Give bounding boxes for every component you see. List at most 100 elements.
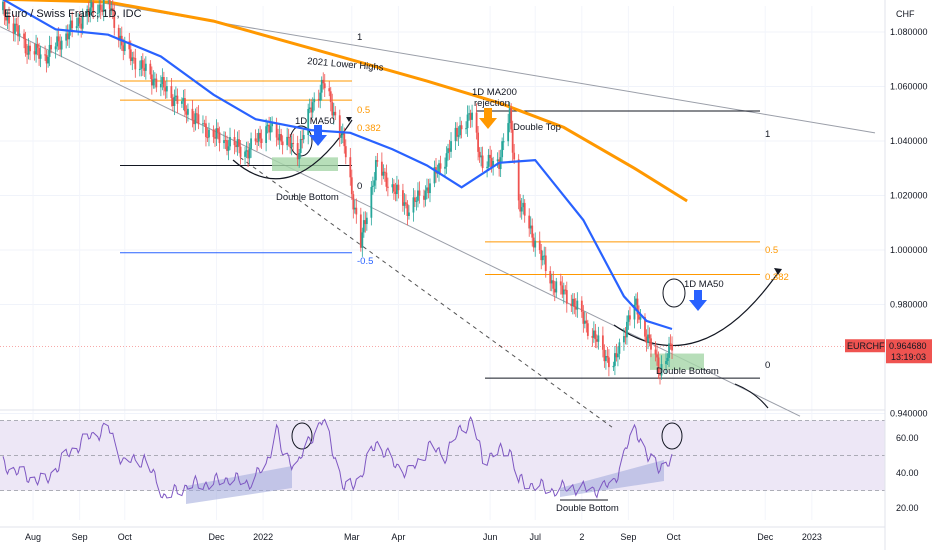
label-ma50-left: 1D MA50	[295, 116, 335, 127]
candle-body	[128, 41, 131, 50]
candle-body	[286, 136, 289, 146]
candles-layer	[2, 0, 673, 385]
candle-body	[224, 140, 227, 142]
bar-countdown-label: 13:19:03	[891, 352, 926, 362]
candle-body	[486, 166, 489, 169]
candle-body	[68, 30, 71, 40]
time-axis-label: Dec	[757, 532, 774, 542]
candle-body	[215, 128, 218, 139]
label-ma200-rejection-2: rejection	[474, 98, 510, 109]
ma200-line	[2, 0, 688, 203]
candle-body	[623, 336, 625, 343]
candle-body	[39, 54, 42, 59]
candle-body	[403, 202, 406, 206]
candle-body	[244, 151, 246, 157]
candle-body	[235, 145, 237, 148]
candle-body	[65, 33, 68, 41]
candle-body	[594, 330, 597, 340]
time-axis-label: 2022	[253, 532, 273, 542]
fib-left-0-label: 0	[357, 181, 362, 192]
candle-body	[412, 197, 415, 213]
candle-body	[392, 184, 395, 192]
candle-body	[191, 108, 194, 120]
candle-body	[317, 98, 320, 101]
candle-body	[380, 161, 383, 176]
candle-body	[502, 141, 505, 143]
candle-body	[424, 190, 427, 200]
candle-body	[289, 137, 292, 148]
orange-arrow-ma200	[479, 108, 497, 129]
candle-body	[223, 140, 225, 144]
candle-body	[355, 207, 358, 215]
candle-body	[334, 111, 337, 116]
candle-body	[570, 303, 573, 307]
candle-body	[153, 78, 156, 80]
chart-title: Euro / Swiss Franc, 1D, IDC	[4, 8, 142, 20]
candle-body	[81, 16, 84, 29]
candle-body	[239, 146, 242, 157]
candle-body	[607, 357, 610, 368]
candle-body	[8, 15, 10, 24]
candle-body	[214, 137, 216, 139]
ma200-layer	[2, 0, 688, 203]
rsi-axis-tick-label: 40.00	[896, 468, 919, 478]
label-lower-highs: 2021 Lower Highs	[307, 56, 384, 74]
rsi-peak-circle-right	[661, 422, 683, 450]
candle-body	[586, 323, 589, 336]
candle-body	[299, 138, 302, 154]
candle-body	[159, 83, 162, 88]
candle-body	[271, 122, 274, 127]
time-axis-label: Sep	[72, 532, 88, 542]
candle-body	[665, 360, 667, 365]
candle-body	[448, 148, 451, 152]
candle-body	[471, 112, 473, 120]
rsi-divergence-band-left	[186, 466, 292, 504]
candle-body	[591, 335, 594, 338]
candle-body	[196, 113, 198, 115]
price-axis-unit: CHF	[896, 9, 915, 19]
price-axis-tick-label: 0.940000	[890, 409, 928, 419]
fib-left-1-label: 1	[357, 32, 362, 43]
candle-body	[233, 137, 236, 146]
candle-body	[445, 153, 448, 167]
candle-body	[496, 159, 499, 162]
fib-right-1-label: 1	[765, 129, 770, 140]
candle-body	[543, 255, 546, 257]
candle-body	[636, 298, 639, 315]
candle-body	[343, 132, 346, 147]
candle-body	[456, 127, 458, 137]
candle-body	[385, 172, 388, 187]
candle-body	[475, 112, 478, 133]
candle-body	[212, 129, 215, 138]
candle-body	[203, 123, 206, 125]
fib-right-0382-label: 0.382	[765, 272, 789, 283]
label-double-bottom-left: Double Bottom	[276, 192, 339, 203]
candle-body	[597, 335, 600, 342]
candle-body	[176, 95, 179, 104]
candle-body	[550, 280, 553, 284]
candle-body	[266, 124, 269, 127]
candle-body	[182, 98, 185, 102]
candle-body	[418, 190, 421, 196]
candle-body	[626, 321, 628, 338]
candle-body	[604, 355, 607, 362]
candle-body	[319, 92, 322, 101]
candle-body	[544, 255, 547, 272]
candle-body	[615, 353, 618, 358]
double-bottom-left-box	[272, 157, 338, 171]
candle-body	[275, 122, 278, 138]
candle-body	[161, 77, 164, 84]
candle-body	[507, 123, 510, 142]
candle-body	[23, 33, 25, 39]
candle-body	[287, 136, 290, 138]
candle-body	[352, 194, 355, 210]
candle-body	[585, 320, 588, 324]
annotation-labels: Euro / Swiss Franc, 1D, IDC 2021 Lower Hi…	[4, 8, 789, 514]
candle-body	[292, 142, 295, 144]
candle-body	[511, 129, 514, 153]
drawing-shapes[interactable]	[0, 0, 876, 504]
candle-body	[562, 289, 565, 295]
